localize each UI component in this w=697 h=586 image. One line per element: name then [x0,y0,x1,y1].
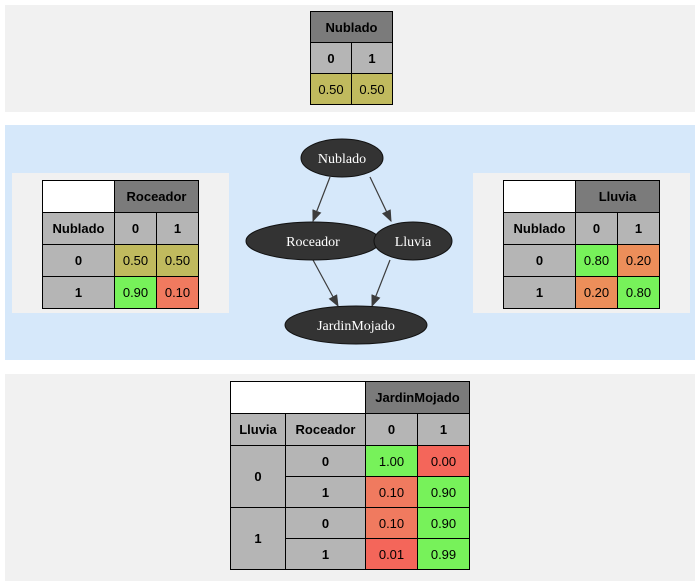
node-roceador-label: Roceador [286,235,340,250]
jardin-parent-lluvia-header: Lluvia [230,413,286,446]
jardin-prob-r0c0: 1.00 [365,445,418,477]
nublado-prob-0: 0.50 [310,73,352,105]
jardin-roceador-value-r1: 1 [285,476,366,508]
roceador-cpt-table: Roceador Nublado 0 1 0 0.50 0.50 1 0.90 … [42,180,199,309]
roceador-state-0: 0 [114,212,157,245]
jardin-cpt-table: JardinMojado Lluvia Roceador 0 1 0 0 1.0… [230,381,470,570]
lluvia-parent-header: Nublado [503,212,576,245]
roceador-prob-r1c1: 0.10 [156,276,199,309]
roceador-prob-r1c0: 0.90 [114,276,157,309]
roceador-parent-header: Nublado [42,212,115,245]
node-jardin[interactable]: JardinMojado [284,305,428,345]
jardin-cpt-panel: JardinMojado Lluvia Roceador 0 1 0 0 1.0… [5,374,695,581]
jardin-prob-r2c1: 0.90 [417,507,470,539]
lluvia-cpt-title: Lluvia [575,180,660,213]
jardin-parent-roceador-header: Roceador [285,413,366,446]
lluvia-cpt-table: Lluvia Nublado 0 1 0 0.80 0.20 1 0.20 0.… [503,180,660,309]
edge-nublado-lluvia [369,176,392,223]
lluvia-prob-r1c0: 0.20 [575,276,618,309]
node-lluvia[interactable]: Lluvia [373,221,453,261]
node-nublado-label: Nublado [318,152,366,167]
jardin-roceador-value-r3: 1 [285,538,366,570]
nublado-cpt-table: Nublado 0 1 0.50 0.50 [310,11,393,105]
roceador-parent-value-1: 1 [42,276,115,309]
node-jardin-label: JardinMojado [317,319,395,334]
jardin-state-0: 0 [365,413,418,446]
nublado-prior-panel: Nublado 0 1 0.50 0.50 [5,5,695,112]
lluvia-corner-cell [503,180,576,213]
jardin-roceador-value-r2: 0 [285,507,366,539]
roceador-corner-cell [42,180,115,213]
jardin-lluvia-value-0: 0 [230,445,286,508]
node-roceador[interactable]: Roceador [245,221,381,261]
jardin-roceador-value-r0: 0 [285,445,366,477]
roceador-cpt-panel: Roceador Nublado 0 1 0 0.50 0.50 1 0.90 … [12,173,229,313]
lluvia-state-1: 1 [617,212,660,245]
jardin-prob-r3c0: 0.01 [365,538,418,570]
roceador-state-1: 1 [156,212,199,245]
nublado-state-0: 0 [310,42,352,74]
jardin-prob-r3c1: 0.99 [417,538,470,570]
jardin-prob-r1c0: 0.10 [365,476,418,508]
jardin-cpt-title: JardinMojado [365,381,470,414]
edge-nublado-roceador [312,176,331,223]
nublado-prob-1: 0.50 [351,73,393,105]
nublado-state-1: 1 [351,42,393,74]
lluvia-prob-r0c1: 0.20 [617,244,660,277]
lluvia-prob-r0c0: 0.80 [575,244,618,277]
jardin-prob-r2c0: 0.10 [365,507,418,539]
nublado-cpt-title: Nublado [310,11,393,43]
node-lluvia-label: Lluvia [395,235,432,250]
lluvia-prob-r1c1: 0.80 [617,276,660,309]
jardin-lluvia-value-1: 1 [230,507,286,570]
lluvia-parent-value-1: 1 [503,276,576,309]
jardin-prob-r1c1: 0.90 [417,476,470,508]
node-nublado[interactable]: Nublado [300,138,384,178]
edge-lluvia-jardin [371,259,391,308]
roceador-parent-value-0: 0 [42,244,115,277]
roceador-prob-r0c1: 0.50 [156,244,199,277]
jardin-corner-cell [230,381,366,414]
roceador-cpt-title: Roceador [114,180,199,213]
jardin-state-1: 1 [417,413,470,446]
lluvia-cpt-panel: Lluvia Nublado 0 1 0 0.80 0.20 1 0.20 0.… [473,173,690,313]
edge-roceador-jardin [312,259,339,308]
graph-edges [312,176,392,308]
jardin-prob-r0c1: 0.00 [417,445,470,477]
